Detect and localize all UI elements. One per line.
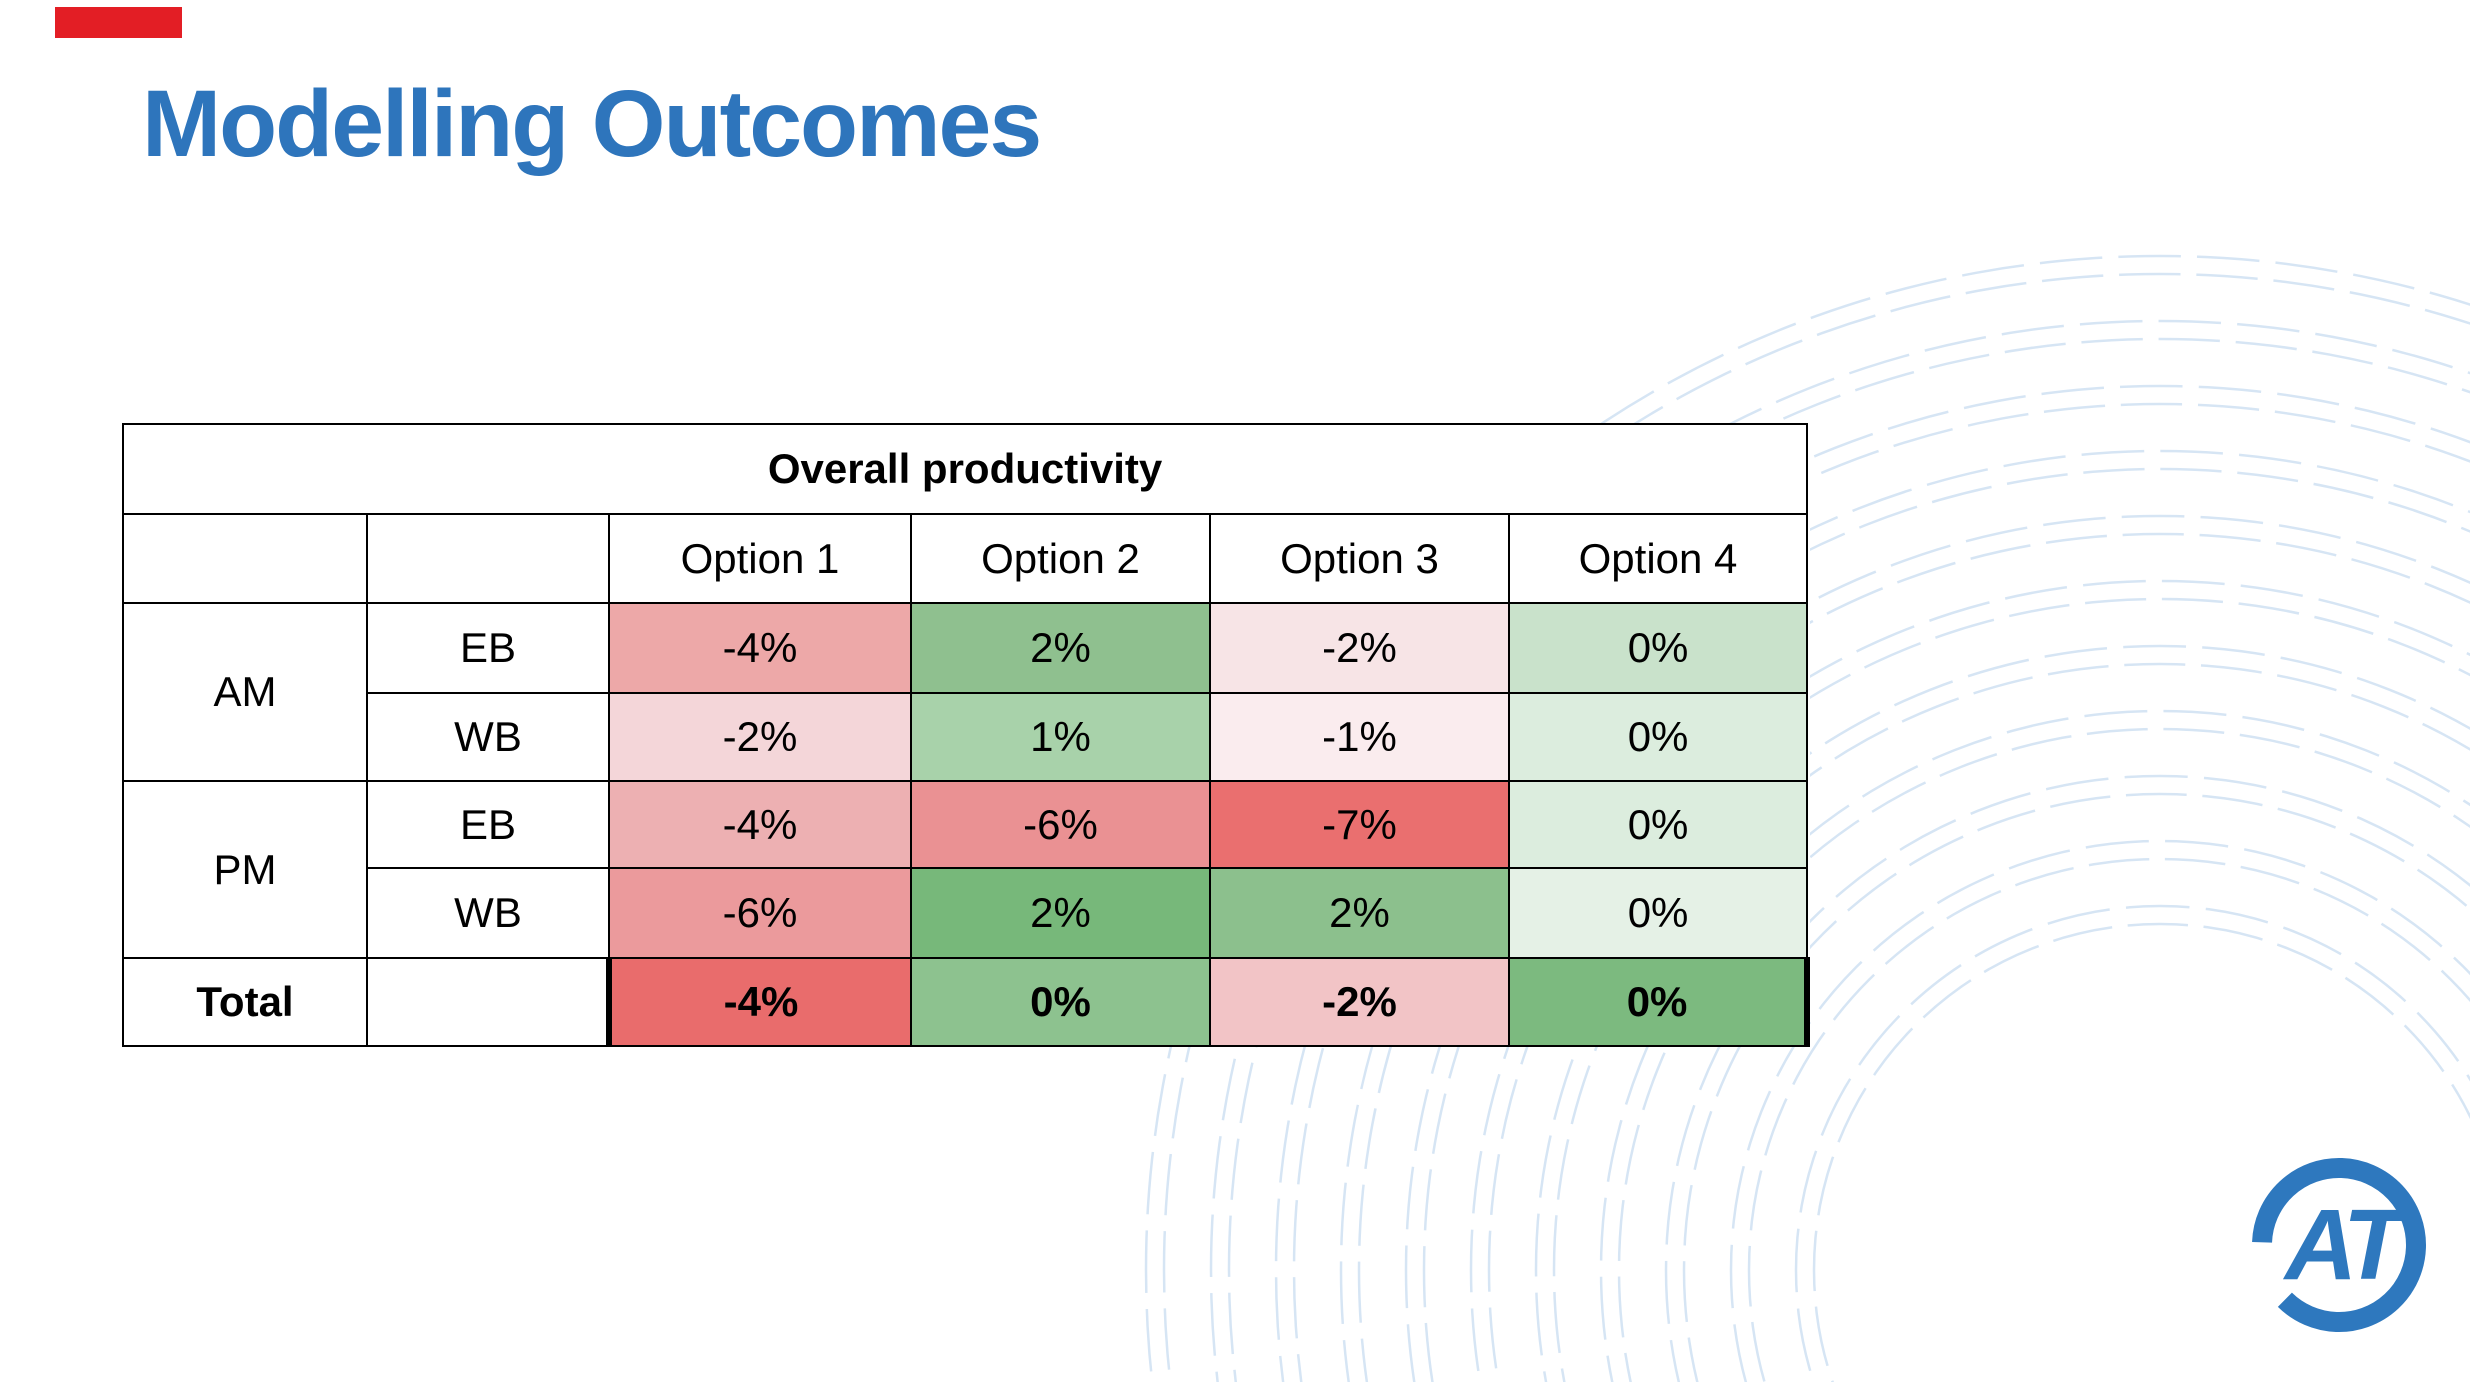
accent-bar — [55, 7, 182, 38]
column-header-option-3: Option 3 — [1209, 513, 1510, 604]
value-cell: 0% — [1507, 780, 1809, 869]
total-value-cell: 0% — [1507, 957, 1811, 1047]
value-cell: 2% — [910, 602, 1211, 694]
value-cell: 2% — [1209, 867, 1510, 959]
column-header-option-1: Option 1 — [608, 513, 912, 604]
direction-label: EB — [366, 602, 610, 694]
empty-cell — [366, 513, 610, 604]
total-value-cell: -2% — [1209, 957, 1510, 1047]
column-header-option-2: Option 2 — [910, 513, 1211, 604]
value-cell: -4% — [608, 780, 912, 869]
total-value-cell: 0% — [910, 957, 1211, 1047]
value-cell: 0% — [1507, 602, 1809, 694]
table-title: Overall productivity — [121, 423, 1809, 515]
table-row: PM EB -4% -6% -7% 0% — [122, 780, 1809, 959]
total-value-cell: -4% — [606, 957, 912, 1047]
value-cell: -4% — [608, 602, 912, 694]
table-total-row: Total -4% 0% -2% 0% — [122, 957, 1811, 1047]
value-cell: -7% — [1209, 780, 1510, 869]
value-cell: 1% — [910, 692, 1211, 782]
period-label-am: AM — [122, 602, 368, 782]
value-cell: -6% — [608, 867, 912, 959]
value-cell: 0% — [1507, 692, 1809, 782]
table-row: WB -6% 2% 2% 0% — [123, 867, 1809, 959]
value-cell: -2% — [608, 692, 912, 782]
table-row: WB -2% 1% -1% 0% — [123, 692, 1809, 782]
at-logo-icon: AT — [2252, 1158, 2426, 1332]
value-cell: 2% — [910, 867, 1211, 959]
period-label-pm: PM — [122, 780, 368, 959]
page-title: Modelling Outcomes — [142, 71, 1042, 177]
empty-cell — [366, 957, 610, 1047]
value-cell: -6% — [910, 780, 1211, 869]
direction-label: EB — [366, 780, 610, 869]
direction-label: WB — [366, 867, 610, 959]
table-header-row: Option 1 Option 2 Option 3 Option 4 — [122, 513, 1809, 604]
value-cell: -1% — [1209, 692, 1510, 782]
empty-cell — [122, 513, 368, 604]
productivity-table: Overall productivity Option 1 Option 2 O… — [121, 423, 1811, 1047]
value-cell: 0% — [1507, 867, 1809, 959]
svg-text:AT: AT — [2282, 1189, 2412, 1301]
direction-label: WB — [366, 692, 610, 782]
table-title-row: Overall productivity — [121, 423, 1809, 515]
value-cell: -2% — [1209, 602, 1510, 694]
total-label: Total — [122, 957, 368, 1047]
table-row: AM EB -4% 2% -2% 0% — [122, 602, 1809, 782]
column-header-option-4: Option 4 — [1507, 513, 1809, 604]
